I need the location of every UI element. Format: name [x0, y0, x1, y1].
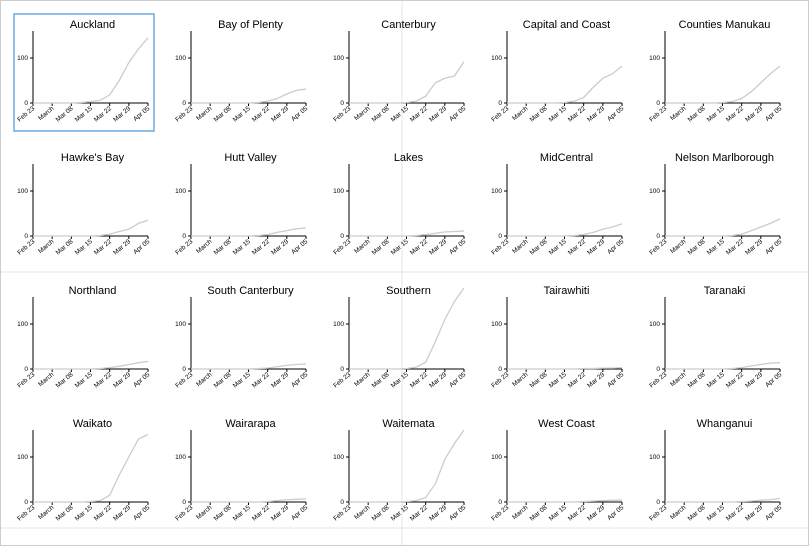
y-tick-label: 100	[491, 55, 502, 62]
series-line	[191, 227, 307, 237]
panel-title: Southern	[386, 285, 431, 297]
y-tick-label: 0	[498, 233, 502, 240]
y-tick-label: 0	[498, 100, 502, 107]
panel-title: Hutt Valley	[224, 152, 277, 164]
series-line	[349, 287, 465, 370]
panel-title: Tairawhiti	[544, 285, 590, 297]
y-tick-label: 100	[649, 188, 660, 195]
y-tick-label: 0	[656, 499, 660, 506]
panel-title: Bay of Plenty	[218, 19, 283, 31]
panel-title: Counties Manukau	[679, 19, 771, 31]
panel-title: Waitemata	[382, 418, 435, 430]
y-tick-label: 100	[175, 454, 186, 461]
y-tick-label: 0	[656, 366, 660, 373]
panel-title: Nelson Marlborough	[675, 152, 774, 164]
series-line	[349, 230, 465, 237]
y-tick-label: 0	[340, 100, 344, 107]
y-tick-label: 0	[340, 499, 344, 506]
series-line	[507, 367, 623, 370]
series-line	[191, 88, 307, 104]
panel-title: Hawke's Bay	[61, 152, 125, 164]
series-line	[191, 498, 307, 503]
y-tick-label: 0	[656, 233, 660, 240]
y-tick-label: 0	[498, 499, 502, 506]
series-line	[191, 363, 307, 370]
series-line	[349, 429, 465, 503]
y-tick-label: 0	[182, 366, 186, 373]
y-tick-label: 100	[491, 321, 502, 328]
panel-title: Capital and Coast	[523, 19, 610, 31]
panel-title: Lakes	[394, 152, 424, 164]
y-tick-label: 0	[182, 233, 186, 240]
y-tick-label: 0	[656, 100, 660, 107]
y-tick-label: 0	[182, 499, 186, 506]
panel-title: Northland	[69, 285, 117, 297]
y-tick-label: 100	[649, 321, 660, 328]
y-tick-label: 100	[649, 55, 660, 62]
y-tick-label: 100	[491, 454, 502, 461]
series-line	[507, 65, 623, 104]
series-line	[33, 219, 149, 237]
y-tick-label: 0	[24, 366, 28, 373]
y-tick-label: 100	[17, 454, 28, 461]
y-tick-label: 100	[333, 454, 344, 461]
y-tick-label: 100	[17, 188, 28, 195]
panel-title: Wairarapa	[225, 418, 276, 430]
panel-title: Waikato	[73, 418, 112, 430]
y-tick-label: 0	[498, 366, 502, 373]
panel-title: Auckland	[70, 19, 115, 31]
series-line	[665, 65, 781, 104]
y-tick-label: 100	[649, 454, 660, 461]
series-line	[33, 433, 149, 503]
series-line	[665, 362, 781, 370]
y-tick-label: 0	[340, 366, 344, 373]
y-tick-label: 100	[175, 188, 186, 195]
series-line	[507, 499, 622, 503]
panel-title: Whanganui	[697, 418, 753, 430]
series-line	[33, 360, 149, 370]
panel-title: West Coast	[538, 418, 595, 430]
y-tick-label: 0	[24, 499, 28, 506]
series-line	[507, 223, 623, 237]
series-line	[349, 61, 465, 104]
panel-title: Taranaki	[704, 285, 746, 297]
y-tick-label: 100	[175, 55, 186, 62]
series-line	[665, 497, 781, 503]
y-tick-label: 0	[182, 100, 186, 107]
panel-title: MidCentral	[540, 152, 593, 164]
series-line	[33, 37, 149, 104]
y-tick-label: 0	[24, 233, 28, 240]
y-tick-label: 100	[17, 55, 28, 62]
y-tick-label: 100	[333, 55, 344, 62]
y-tick-label: 100	[175, 321, 186, 328]
panel-title: Canterbury	[381, 19, 436, 31]
y-tick-label: 100	[17, 321, 28, 328]
y-tick-label: 100	[333, 188, 344, 195]
panel-highlight	[13, 13, 155, 132]
y-tick-label: 0	[340, 233, 344, 240]
y-tick-label: 0	[24, 100, 28, 107]
panel-title: South Canterbury	[207, 285, 294, 297]
y-tick-label: 100	[333, 321, 344, 328]
y-tick-label: 100	[491, 188, 502, 195]
series-line	[665, 218, 781, 237]
